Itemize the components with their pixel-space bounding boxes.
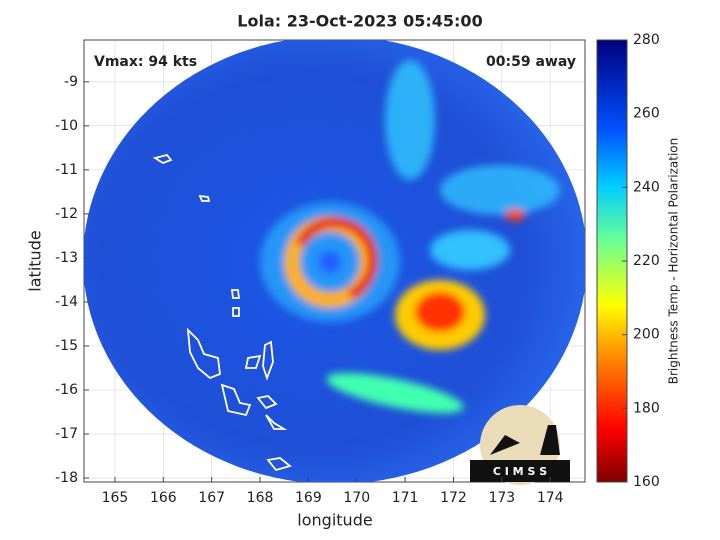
y-tick-label: -10	[55, 118, 78, 134]
x-tick-label: 171	[392, 490, 419, 506]
y-tick-label: -16	[55, 382, 78, 398]
colorbar-tick-label: 240	[633, 179, 660, 195]
y-tick-label: -13	[55, 250, 78, 266]
y-axis-label: latitude	[26, 230, 45, 291]
x-tick-label: 174	[537, 490, 564, 506]
logo-text: C I M S S	[493, 465, 547, 478]
y-tick-label: -18	[55, 470, 78, 486]
y-tick-label: -11	[55, 162, 78, 178]
x-tick-label: 170	[343, 490, 370, 506]
x-tick-label: 167	[198, 490, 225, 506]
x-tick-label: 172	[440, 490, 467, 506]
y-tick-label: -12	[55, 206, 78, 222]
x-axis-label: longitude	[297, 511, 372, 530]
colorbar-tick-label: 160	[633, 474, 660, 490]
x-tick-label: 169	[295, 490, 322, 506]
colorbar-tick-label: 180	[633, 400, 660, 416]
swath	[84, 40, 585, 482]
colorbar-tick-label: 280	[633, 32, 660, 48]
x-tick-label: 166	[150, 490, 177, 506]
cimss-logo: C I M S S	[470, 405, 570, 485]
colorbar-label: Brightness Temp - Horizontal Polarizatio…	[667, 138, 681, 385]
colorbar-tick-label: 220	[633, 253, 660, 269]
x-tick-label: 165	[102, 490, 129, 506]
away-label: 00:59 away	[486, 54, 576, 70]
colorbar-tick-label: 200	[633, 327, 660, 343]
y-tick-label: -14	[55, 294, 78, 310]
x-tick-label: 173	[488, 490, 515, 506]
title: Lola: 23-Oct-2023 05:45:00	[237, 12, 482, 31]
x-tick-label: 168	[247, 490, 274, 506]
y-tick-label: -15	[55, 338, 78, 354]
colorbar-tick-label: 260	[633, 106, 660, 122]
y-tick-label: -9	[64, 74, 78, 90]
vmax-label: Vmax: 94 kts	[94, 54, 197, 70]
y-tick-label: -17	[55, 426, 78, 442]
